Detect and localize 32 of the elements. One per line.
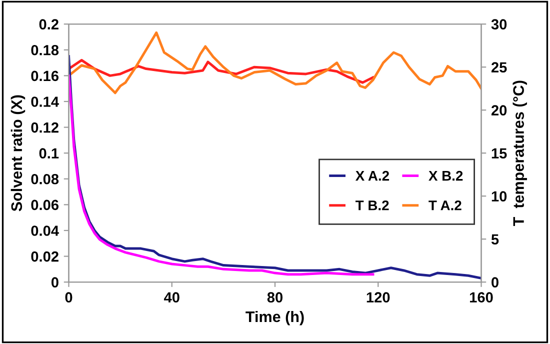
legend-label: X B.2 bbox=[428, 170, 463, 181]
y-tick-label: 0.1 bbox=[39, 148, 59, 159]
y-tick-label: 0.12 bbox=[31, 122, 58, 133]
y2-tick-label: 0 bbox=[492, 277, 498, 288]
x-tick-label: 120 bbox=[366, 292, 390, 303]
y-tick-label: 0.14 bbox=[31, 96, 59, 107]
y-tick-label: 0.2 bbox=[39, 19, 58, 30]
x-tick-label: 40 bbox=[164, 292, 180, 303]
x-tick-label: 80 bbox=[267, 292, 283, 303]
y-tick-label: 0 bbox=[51, 277, 58, 288]
y-tick-label: 0.18 bbox=[31, 44, 59, 56]
y2-tick-label: 10 bbox=[492, 191, 507, 202]
y-tick-label: 0.04 bbox=[31, 226, 59, 236]
y2-tick-label: 30 bbox=[491, 19, 507, 30]
y-axis-title: Solvent ratio (X) bbox=[10, 95, 26, 212]
y2-tick-label: 15 bbox=[492, 148, 507, 159]
x-tick-label: 160 bbox=[470, 292, 493, 303]
y-tick-label: 0.16 bbox=[31, 70, 59, 82]
line-series bbox=[68, 31, 482, 94]
x-tick-label: 0 bbox=[65, 292, 72, 303]
y-tick-label: 0.08 bbox=[31, 174, 59, 184]
y-tick-label: 0.06 bbox=[31, 200, 59, 210]
y2-tick-label: 5 bbox=[491, 234, 499, 245]
y-tick-label: 0.02 bbox=[31, 251, 58, 262]
y2-tick-label: 25 bbox=[491, 62, 507, 73]
y2-tick-label: 20 bbox=[491, 105, 507, 116]
legend-label: T A.2 bbox=[428, 200, 462, 210]
legend-label: T B.2 bbox=[356, 200, 389, 210]
y2-axis-title: T temperatures (°C) bbox=[512, 80, 527, 226]
legend-label: X A.2 bbox=[355, 170, 390, 181]
x-axis-title: Time (h) bbox=[246, 310, 304, 326]
line-series bbox=[68, 58, 374, 84]
